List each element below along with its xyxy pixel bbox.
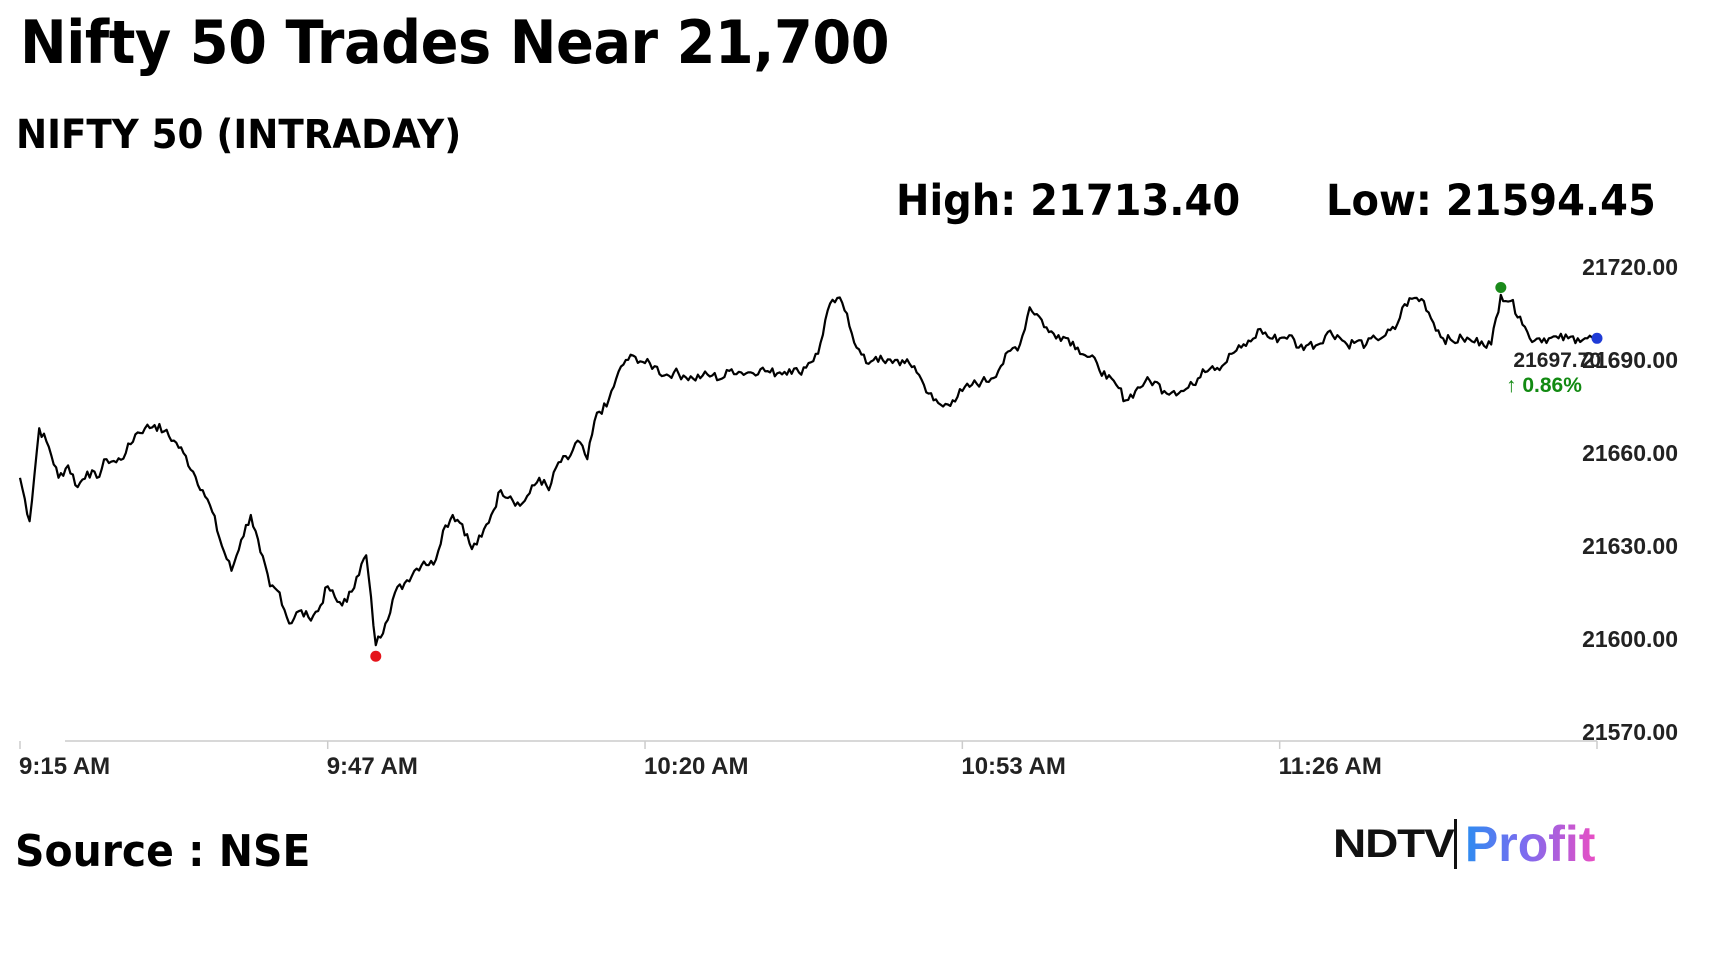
low-marker xyxy=(370,650,382,662)
source-note: Source : NSE xyxy=(15,826,311,877)
x-tick-label: 11:26 AM xyxy=(1279,753,1382,780)
ndtv-profit-logo: NDTV Profit xyxy=(1333,816,1595,872)
last-value-label: 21697.70 xyxy=(1513,349,1601,372)
series-line xyxy=(18,293,1598,647)
last-value-marker xyxy=(1591,332,1603,344)
low-stat: Low: 21594.45 xyxy=(1326,176,1656,226)
change-label: ↑ 0.86% xyxy=(1506,374,1582,397)
headline: Nifty 50 Trades Near 21,700 xyxy=(20,8,890,78)
high-stat: High: 21713.40 xyxy=(896,176,1241,226)
high-marker xyxy=(1495,281,1507,293)
x-tick-label: 10:53 AM xyxy=(961,753,1065,780)
intraday-line-chart: 9:15 AM 9:47 AM 10:20 AM 10:53 AM 11:26 AM 21… xyxy=(18,254,1678,780)
logo-ndtv-wordmark: NDTV xyxy=(1333,821,1455,866)
x-tick-label: 9:15 AM xyxy=(19,753,110,780)
y-tick-label: 21690.00 xyxy=(1582,347,1678,373)
y-tick-label: 21600.00 xyxy=(1582,626,1678,652)
y-tick-label: 21660.00 xyxy=(1582,440,1678,466)
y-tick-label: 21570.00 xyxy=(1582,719,1678,745)
logo-divider xyxy=(1453,819,1457,869)
chart-subtitle: NIFTY 50 (INTRADAY) xyxy=(16,112,462,158)
y-tick-label: 21630.00 xyxy=(1582,533,1678,559)
x-tick-label: 9:47 AM xyxy=(327,753,418,780)
x-tick-label: 10:20 AM xyxy=(644,753,748,780)
logo-profit-wordmark: Profit xyxy=(1464,816,1596,872)
y-tick-label: 21720.00 xyxy=(1582,254,1678,280)
